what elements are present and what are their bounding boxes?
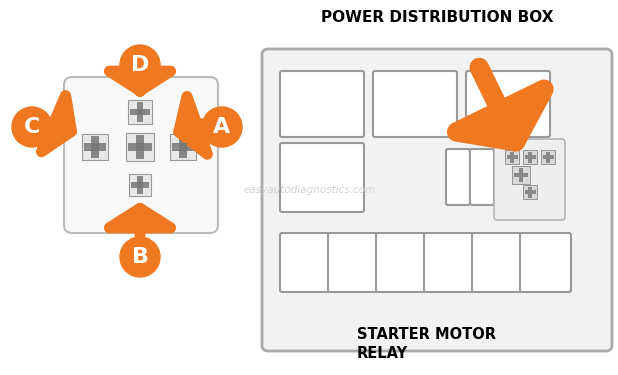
FancyBboxPatch shape [129, 100, 151, 124]
FancyBboxPatch shape [91, 143, 99, 151]
Circle shape [12, 107, 52, 147]
FancyBboxPatch shape [525, 190, 536, 194]
FancyBboxPatch shape [541, 150, 555, 164]
FancyBboxPatch shape [179, 136, 187, 158]
FancyBboxPatch shape [520, 233, 571, 292]
FancyBboxPatch shape [543, 155, 554, 159]
FancyBboxPatch shape [376, 233, 427, 292]
FancyBboxPatch shape [64, 77, 218, 233]
FancyBboxPatch shape [129, 174, 151, 196]
Circle shape [120, 237, 160, 277]
FancyBboxPatch shape [136, 143, 144, 151]
FancyBboxPatch shape [137, 102, 143, 122]
FancyBboxPatch shape [137, 176, 143, 194]
FancyBboxPatch shape [512, 166, 530, 184]
Circle shape [202, 107, 242, 147]
FancyBboxPatch shape [128, 143, 152, 151]
FancyBboxPatch shape [546, 152, 550, 162]
Text: A: A [213, 117, 231, 137]
Text: STARTER MOTOR
RELAY: STARTER MOTOR RELAY [357, 327, 496, 361]
FancyBboxPatch shape [82, 134, 108, 160]
FancyBboxPatch shape [280, 233, 331, 292]
FancyBboxPatch shape [373, 71, 457, 137]
FancyBboxPatch shape [523, 185, 537, 199]
FancyBboxPatch shape [130, 108, 150, 115]
FancyBboxPatch shape [328, 233, 379, 292]
FancyBboxPatch shape [525, 155, 536, 159]
FancyBboxPatch shape [280, 143, 364, 212]
FancyBboxPatch shape [91, 136, 99, 158]
Circle shape [120, 45, 160, 85]
FancyBboxPatch shape [262, 49, 612, 351]
FancyBboxPatch shape [528, 186, 532, 198]
Text: B: B [132, 247, 148, 267]
FancyBboxPatch shape [179, 143, 187, 151]
FancyBboxPatch shape [514, 172, 528, 177]
FancyBboxPatch shape [528, 152, 532, 162]
FancyBboxPatch shape [172, 143, 194, 151]
FancyBboxPatch shape [505, 150, 519, 164]
Text: D: D [131, 55, 149, 75]
FancyBboxPatch shape [136, 135, 144, 159]
FancyBboxPatch shape [170, 134, 196, 160]
Text: easyautodiagnostics.com: easyautodiagnostics.com [244, 185, 376, 195]
FancyBboxPatch shape [510, 152, 514, 162]
FancyBboxPatch shape [519, 168, 523, 182]
Text: POWER DISTRIBUTION BOX: POWER DISTRIBUTION BOX [321, 9, 553, 24]
FancyBboxPatch shape [130, 182, 150, 188]
FancyBboxPatch shape [472, 233, 523, 292]
FancyBboxPatch shape [424, 233, 475, 292]
FancyBboxPatch shape [137, 108, 143, 115]
FancyBboxPatch shape [446, 149, 470, 205]
FancyBboxPatch shape [84, 143, 106, 151]
FancyBboxPatch shape [125, 133, 154, 161]
FancyBboxPatch shape [494, 139, 565, 220]
FancyBboxPatch shape [507, 155, 517, 159]
Text: C: C [24, 117, 40, 137]
FancyBboxPatch shape [137, 182, 143, 188]
FancyBboxPatch shape [470, 149, 494, 205]
FancyBboxPatch shape [280, 71, 364, 137]
FancyBboxPatch shape [523, 150, 537, 164]
FancyBboxPatch shape [466, 71, 550, 137]
